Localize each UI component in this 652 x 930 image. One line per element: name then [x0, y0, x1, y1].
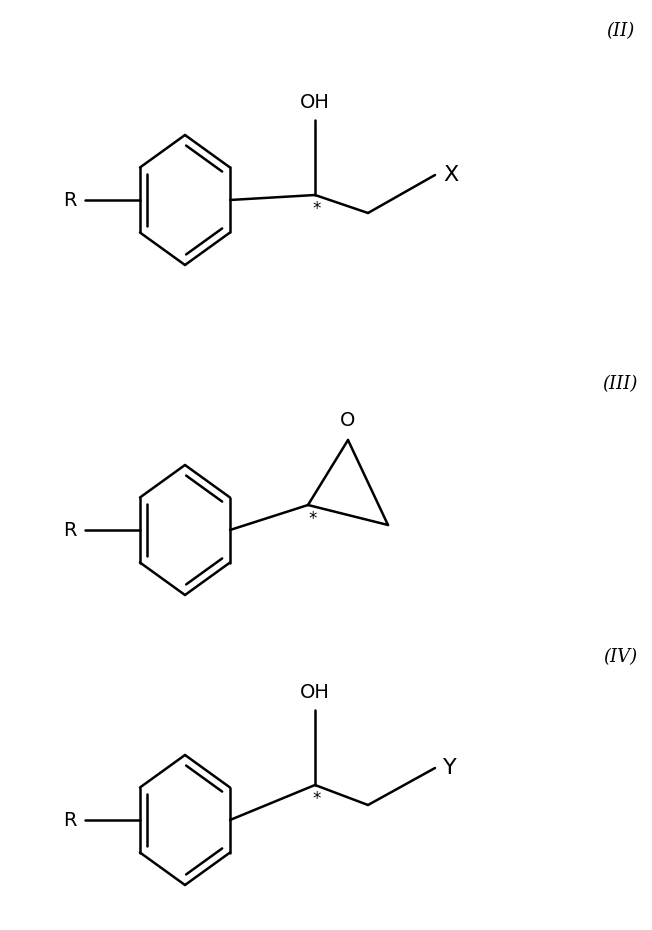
Text: X: X: [443, 165, 458, 185]
Text: R: R: [63, 811, 77, 830]
Text: (IV): (IV): [603, 648, 637, 666]
Text: *: *: [313, 790, 321, 808]
Text: (II): (II): [606, 22, 634, 40]
Text: R: R: [63, 191, 77, 209]
Text: R: R: [63, 521, 77, 539]
Text: OH: OH: [300, 93, 330, 112]
Text: *: *: [313, 200, 321, 218]
Text: (III): (III): [602, 375, 638, 393]
Text: Y: Y: [443, 758, 457, 778]
Text: *: *: [309, 510, 317, 528]
Text: OH: OH: [300, 683, 330, 702]
Text: O: O: [340, 411, 356, 430]
